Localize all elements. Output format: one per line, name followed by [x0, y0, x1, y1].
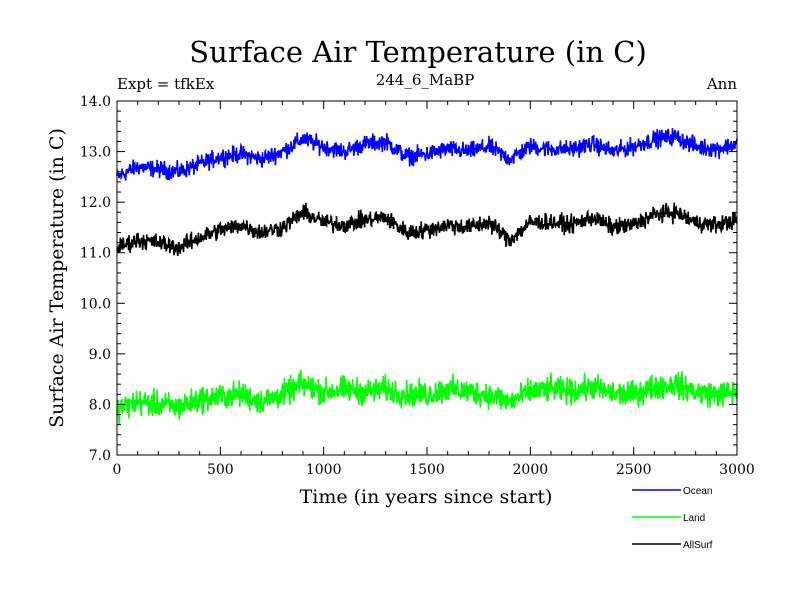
- y-tick-label: 12.0: [80, 195, 111, 211]
- x-tick-label: 500: [207, 462, 234, 478]
- chart-title: Surface Air Temperature (in C): [189, 35, 647, 69]
- legend-label-land: Land: [683, 513, 705, 524]
- axis-ticks: [116, 100, 738, 456]
- y-tick-label: 10.0: [80, 296, 111, 312]
- x-axis-label: Time (in years since start): [300, 486, 553, 508]
- y-tick-label: 11.0: [80, 246, 111, 262]
- x-tick-label: 3000: [719, 462, 755, 478]
- x-tick-label: 0: [113, 462, 122, 478]
- plot-lines: [116, 128, 738, 425]
- experiment-label: Expt = tfkEx: [117, 75, 215, 93]
- y-tick-label: 9.0: [89, 347, 111, 363]
- y-tick-label: 8.0: [89, 397, 111, 413]
- tick-labels: 0 500 1000 1500 2000 2500 3000 7.0 8.0 9.0 10.0 11.…: [80, 94, 755, 478]
- case-label: 244_6_MaBP: [376, 71, 475, 89]
- x-tick-label: 1000: [306, 462, 342, 478]
- x-tick-label: 2000: [513, 462, 549, 478]
- series-line-land: [116, 369, 738, 425]
- y-tick-label: 7.0: [89, 448, 111, 464]
- legend: Ocean Land AllSurf: [632, 486, 713, 551]
- x-tick-label: 2500: [616, 462, 652, 478]
- legend-label-allsurf: AllSurf: [683, 540, 713, 551]
- season-label: Ann: [706, 75, 737, 93]
- legend-label-ocean: Ocean: [683, 486, 712, 497]
- x-tick-label: 1500: [409, 462, 445, 478]
- series-line-allsurf: [116, 202, 738, 257]
- y-tick-label: 13.0: [80, 145, 111, 161]
- y-axis-label: Surface Air Temperature (in C): [46, 128, 68, 428]
- y-tick-label: 14.0: [80, 94, 111, 110]
- series-line-ocean: [116, 128, 738, 181]
